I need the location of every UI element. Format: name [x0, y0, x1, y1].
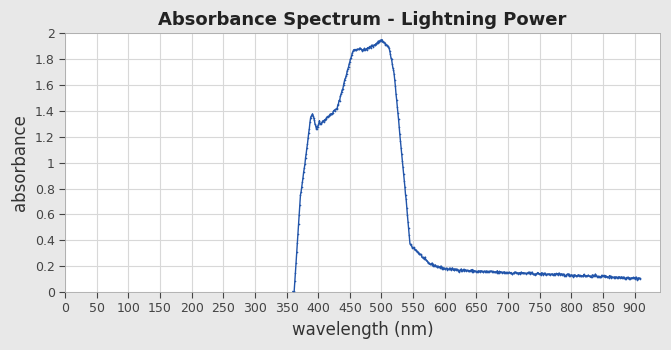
X-axis label: wavelength (nm): wavelength (nm)	[292, 321, 433, 339]
Title: Absorbance Spectrum - Lightning Power: Absorbance Spectrum - Lightning Power	[158, 11, 567, 29]
Y-axis label: absorbance: absorbance	[11, 114, 29, 211]
